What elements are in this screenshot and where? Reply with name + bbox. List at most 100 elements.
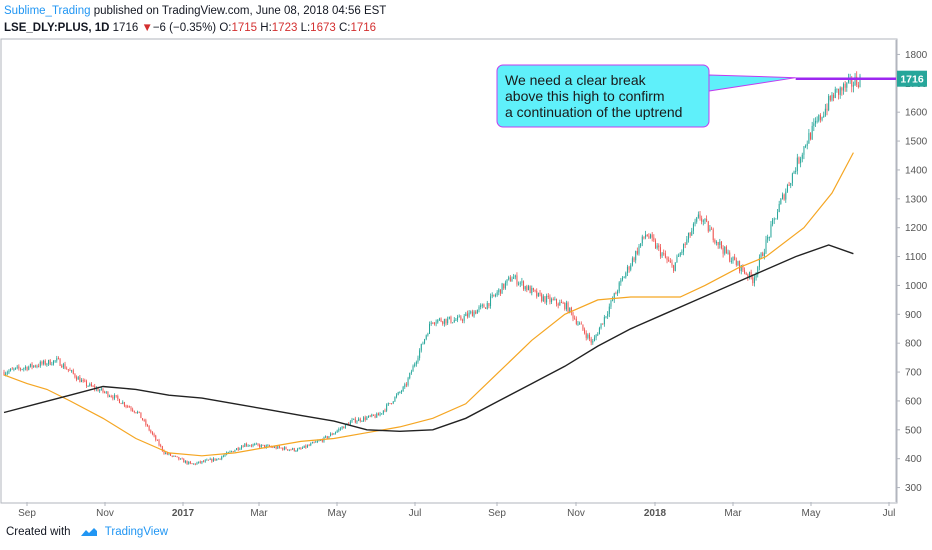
- candle-body: [620, 279, 622, 283]
- candle-body: [564, 302, 566, 310]
- candle-body: [753, 277, 755, 284]
- candle-body: [23, 368, 25, 370]
- candle-body: [145, 420, 147, 425]
- candle-body: [541, 294, 543, 302]
- candle-body: [526, 286, 528, 291]
- price-chart[interactable]: Sep Nov 2017 Mar May Jul Sep Nov 2018 Mar May Jul 3…: [0, 38, 932, 522]
- candle-body: [282, 447, 284, 450]
- candle-body: [724, 246, 726, 254]
- candle-body: [194, 463, 196, 465]
- candle-body: [112, 396, 114, 399]
- candle-body: [554, 299, 556, 301]
- candle-body: [381, 413, 383, 415]
- candle-body: [382, 410, 384, 414]
- high-value: 1723: [271, 22, 298, 34]
- candle-body: [26, 367, 28, 370]
- callout-text-line: a continuation of the uptrend: [505, 104, 682, 120]
- candle-body: [171, 455, 173, 457]
- candle-body: [478, 307, 480, 310]
- candle-body: [518, 283, 520, 285]
- candle-body: [425, 335, 427, 340]
- candle-body: [806, 143, 808, 146]
- candle-body: [643, 236, 645, 238]
- candle-body: [673, 265, 675, 271]
- candle-body: [376, 413, 378, 418]
- candle-body: [69, 369, 71, 371]
- y-tick-label: 600: [905, 396, 922, 407]
- candle-body: [127, 406, 129, 408]
- candle-body: [696, 217, 698, 222]
- author-link[interactable]: Sublime_Trading: [4, 5, 91, 17]
- candle-body: [805, 145, 807, 147]
- candle-body: [405, 384, 407, 386]
- candle-body: [306, 445, 308, 448]
- candle-body: [539, 292, 541, 295]
- candle-body: [419, 350, 421, 359]
- candle-body: [788, 184, 790, 186]
- candle-body: [605, 316, 607, 318]
- candle-body: [285, 447, 287, 450]
- symbol[interactable]: LSE_DLY:PLUS, 1D: [4, 22, 110, 34]
- candle-body: [699, 214, 701, 219]
- candle-body: [84, 380, 86, 382]
- candle-body: [160, 445, 162, 447]
- candle-body: [473, 311, 475, 317]
- candle-body: [638, 246, 640, 254]
- candle-body: [166, 452, 168, 455]
- y-tick-label: 800: [905, 339, 922, 350]
- candle-body: [457, 316, 459, 320]
- x-tick-label: Nov: [567, 508, 585, 519]
- tradingview-link[interactable]: TradingView: [104, 526, 169, 539]
- candle-body: [198, 461, 200, 463]
- candle-body: [269, 445, 271, 447]
- candle-body: [442, 321, 444, 324]
- candle-body: [392, 401, 394, 404]
- candle-body: [71, 370, 73, 372]
- candle-body: [702, 220, 704, 222]
- y-tick-label: 1500: [905, 137, 928, 148]
- candle-body: [410, 371, 412, 374]
- candle-body: [628, 266, 630, 270]
- candle-body: [516, 275, 518, 285]
- candle-body: [542, 296, 544, 302]
- candle-body: [397, 392, 399, 395]
- candle-body: [161, 446, 163, 451]
- plot-area[interactable]: [0, 38, 898, 504]
- candle-body: [8, 370, 10, 373]
- candle-body: [150, 430, 152, 433]
- candle-body: [819, 115, 821, 120]
- candle-body: [669, 261, 671, 263]
- candle-body: [471, 311, 473, 317]
- candle-body: [852, 85, 854, 87]
- candle-body: [29, 363, 31, 367]
- candle-body: [328, 436, 330, 439]
- candle-body: [170, 453, 172, 456]
- candle-body: [717, 241, 719, 246]
- candle-body: [458, 316, 460, 318]
- candle-body: [146, 424, 148, 426]
- candle-body: [621, 277, 623, 280]
- callout-box[interactable]: [496, 64, 710, 128]
- candle-body: [758, 257, 760, 268]
- candle-body: [745, 273, 747, 275]
- price-label-text: 1716: [900, 74, 924, 86]
- candle-body: [51, 364, 53, 366]
- candle-body: [212, 458, 214, 462]
- candle-body: [331, 433, 333, 435]
- candle-body: [851, 77, 853, 87]
- candle-body: [118, 399, 120, 404]
- candle-body: [739, 261, 741, 272]
- candle-body: [239, 448, 241, 450]
- candle-body: [354, 418, 356, 423]
- candle-body: [834, 89, 836, 99]
- y-tick-label: 1200: [905, 223, 928, 234]
- candle-body: [288, 449, 290, 451]
- candle-body: [689, 232, 691, 236]
- candle-body: [681, 251, 683, 254]
- candle-body: [674, 262, 676, 271]
- candle-body: [229, 451, 231, 453]
- candle-body: [396, 394, 398, 397]
- candle-body: [575, 318, 577, 324]
- candle-body: [468, 312, 470, 317]
